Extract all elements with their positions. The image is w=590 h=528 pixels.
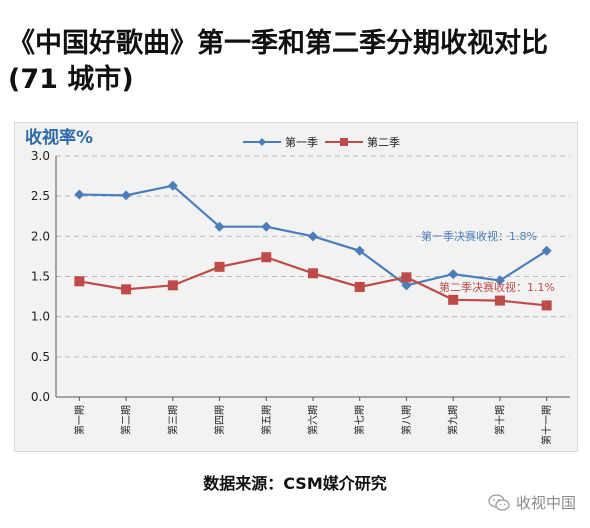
data-point [541,300,552,311]
x-tick-label: 第九期 [447,405,460,435]
x-tick-label: 第七期 [353,405,366,435]
data-point [214,261,225,272]
x-tick-label: 第十一期 [540,405,553,445]
y-tick-label: 2.5 [31,189,50,203]
legend-label: 第二季 [367,135,400,149]
data-point [448,269,459,280]
data-point [354,245,365,256]
chart-title: 收视率% [25,127,93,148]
x-tick-label: 第一期 [73,405,86,435]
x-tick-label: 第五期 [260,405,273,435]
x-tick-label: 第六期 [307,405,320,435]
chart-legend: 第一季 第二季 [243,135,400,149]
legend-label: 第一季 [285,135,318,149]
y-tick-label: 0.5 [31,350,50,364]
data-point [308,231,318,242]
legend-marker [340,138,348,146]
watermark-text: 收视中国 [515,494,576,512]
data-point [74,189,85,200]
data-point [401,272,412,283]
data-point [167,180,178,191]
chart-gridlines [56,155,570,358]
annotation-season1-final: 第一季决赛收视：1.8% [421,229,537,243]
data-point [541,245,552,256]
data-point [214,221,225,232]
x-tick-label: 第十期 [493,405,506,435]
y-tick-label: 0.0 [31,390,50,404]
y-tick-label: 3.0 [31,149,50,163]
y-tick-label: 1.5 [31,270,50,284]
data-point [494,275,505,286]
data-point [74,276,85,287]
watermark: 收视中国 [488,492,576,513]
source-note: 数据来源：CSM媒介研究 [203,474,387,493]
x-tick-label: 第二期 [120,405,133,435]
data-point [308,268,318,279]
x-tick-label: 第三期 [166,405,179,435]
annotation-season2-final: 第二季决赛收视：1.1% [439,280,555,294]
data-point [401,280,412,291]
data-point [261,252,272,263]
headline: 《中国好歌曲》第一季和第二季分期收视对比(71 城市) [8,28,548,95]
x-tick-label: 第四期 [213,405,226,435]
data-point [121,284,132,295]
legend-marker [258,138,266,146]
chart-series [74,180,552,311]
x-tick-label: 第八期 [400,405,413,435]
wechat-icon [488,493,510,511]
data-point [261,221,272,232]
y-axis-ticks: 0.0 0.5 1.0 1.5 2.0 2.5 3.0 [31,149,50,404]
line-chart: 收视率% 第一季 第二季 0.0 0.5 1.0 1.5 2.0 2.5 3.0 第一期 第二期… [25,127,570,445]
data-point [167,280,178,291]
data-point [494,295,505,306]
y-tick-label: 1.0 [31,310,50,324]
data-point [354,281,365,292]
data-point [448,294,459,305]
data-point [121,190,132,201]
y-tick-label: 2.0 [31,229,50,243]
chart-axes [55,156,570,398]
x-axis-ticks: 第一期 第二期 第三期 第四期 第五期 第六期 第七期 第八期 第九期 第十期 第十一期 [73,397,553,445]
chart-panel: 收视率% 第一季 第二季 0.0 0.5 1.0 1.5 2.0 2.5 3.0 第一期 第二期… [14,122,578,452]
